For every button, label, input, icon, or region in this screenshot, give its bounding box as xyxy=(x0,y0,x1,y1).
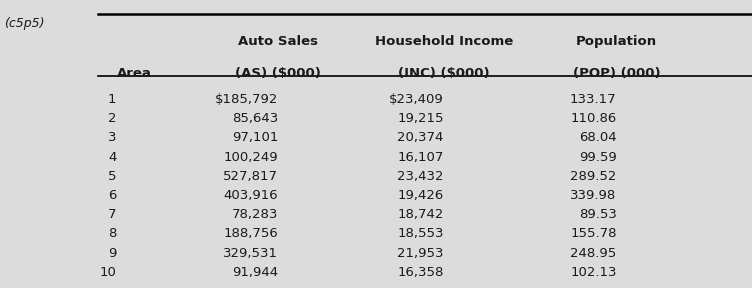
Text: 1: 1 xyxy=(108,93,117,106)
Text: 3: 3 xyxy=(108,131,117,144)
Text: (POP) (000): (POP) (000) xyxy=(573,67,660,79)
Text: 329,531: 329,531 xyxy=(223,247,278,259)
Text: 248.95: 248.95 xyxy=(570,247,617,259)
Text: (INC) ($000): (INC) ($000) xyxy=(398,67,490,79)
Text: 21,953: 21,953 xyxy=(397,247,444,259)
Text: 23,432: 23,432 xyxy=(397,170,444,183)
Text: 110.86: 110.86 xyxy=(570,112,617,125)
Text: 7: 7 xyxy=(108,208,117,221)
Text: 133.17: 133.17 xyxy=(570,93,617,106)
Text: 102.13: 102.13 xyxy=(570,266,617,279)
Text: (AS) ($000): (AS) ($000) xyxy=(235,67,321,79)
Text: 78,283: 78,283 xyxy=(232,208,278,221)
Text: Area: Area xyxy=(117,67,151,79)
Text: Household Income: Household Income xyxy=(374,35,513,48)
Text: 527,817: 527,817 xyxy=(223,170,278,183)
Text: 9: 9 xyxy=(108,247,117,259)
Text: 18,553: 18,553 xyxy=(397,227,444,240)
Text: (c5p5): (c5p5) xyxy=(4,17,44,30)
Text: 18,742: 18,742 xyxy=(397,208,444,221)
Text: 5: 5 xyxy=(108,170,117,183)
Text: 85,643: 85,643 xyxy=(232,112,278,125)
Text: 89.53: 89.53 xyxy=(579,208,617,221)
Text: 8: 8 xyxy=(108,227,117,240)
Text: 188,756: 188,756 xyxy=(223,227,278,240)
Text: Auto Sales: Auto Sales xyxy=(238,35,318,48)
Text: 289.52: 289.52 xyxy=(570,170,617,183)
Text: 91,944: 91,944 xyxy=(232,266,278,279)
Text: 19,426: 19,426 xyxy=(397,189,444,202)
Text: 20,374: 20,374 xyxy=(397,131,444,144)
Text: 6: 6 xyxy=(108,189,117,202)
Text: 16,107: 16,107 xyxy=(397,151,444,164)
Text: 403,916: 403,916 xyxy=(223,189,278,202)
Text: $23,409: $23,409 xyxy=(389,93,444,106)
Text: 16,358: 16,358 xyxy=(397,266,444,279)
Text: 10: 10 xyxy=(100,266,117,279)
Text: 100,249: 100,249 xyxy=(223,151,278,164)
Text: $185,792: $185,792 xyxy=(215,93,278,106)
Text: 2: 2 xyxy=(108,112,117,125)
Text: 68.04: 68.04 xyxy=(579,131,617,144)
Text: Population: Population xyxy=(576,35,657,48)
Text: 99.59: 99.59 xyxy=(579,151,617,164)
Text: 155.78: 155.78 xyxy=(570,227,617,240)
Text: 19,215: 19,215 xyxy=(397,112,444,125)
Text: 4: 4 xyxy=(108,151,117,164)
Text: 97,101: 97,101 xyxy=(232,131,278,144)
Text: 339.98: 339.98 xyxy=(570,189,617,202)
